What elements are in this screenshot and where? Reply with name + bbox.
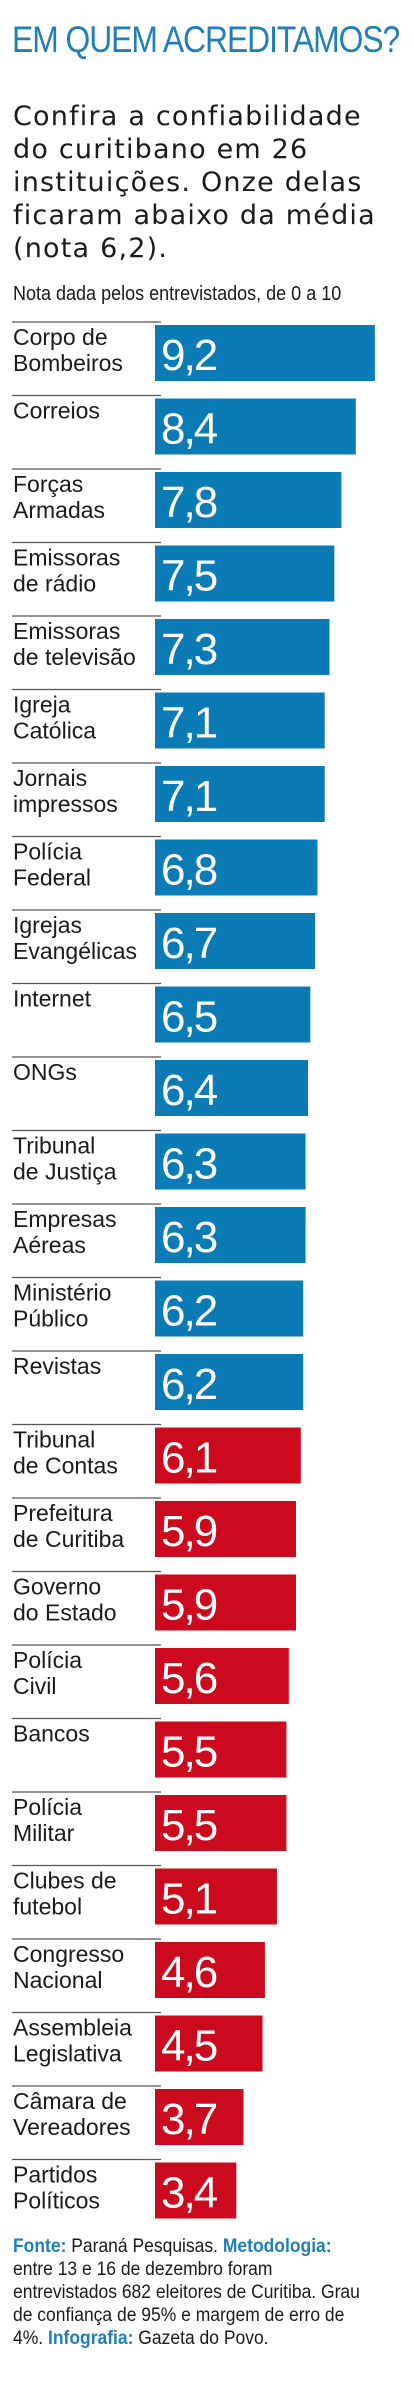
bar-policia-civil <box>155 1648 289 1704</box>
bar-bancos <box>155 1721 287 1778</box>
bar-igreja-catolica <box>155 692 325 749</box>
value-label-tribunal-de-contas: 6,1 <box>161 1434 217 1483</box>
bar-congresso-nacional <box>155 1942 265 1998</box>
bar-tribunal-de-justica <box>155 1133 306 1190</box>
bar-policia-federal <box>155 839 318 896</box>
bar-policia-militar <box>155 1795 287 1851</box>
value-label-ministerio-publico: 6,2 <box>161 1287 217 1336</box>
category-label-forcas-armadas: Forças Armadas <box>13 471 105 523</box>
bar-ongs <box>155 1060 308 1116</box>
bar-assembleia-legislativa <box>155 2015 263 2072</box>
bar-correios <box>155 398 356 455</box>
category-label-revistas: Revistas <box>13 1353 101 1379</box>
category-label-congresso-nacional: Congresso Nacional <box>13 1941 124 1993</box>
category-label-internet: Internet <box>13 986 92 1012</box>
value-label-congresso-nacional: 4,6 <box>161 1948 217 1997</box>
category-label-policia-militar: Polícia Militar <box>13 1794 82 1846</box>
bar-ministerio-publico <box>155 1280 304 1337</box>
bar-empresas-aereas <box>155 1207 306 1263</box>
value-label-ongs: 6,4 <box>161 1066 218 1115</box>
category-label-corpo-de-bombeiros: Corpo de Bombeiros <box>13 324 123 376</box>
value-label-partidos-politicos: 3,4 <box>161 2169 218 2218</box>
category-label-ministerio-publico: Ministério Público <box>13 1280 111 1332</box>
value-label-governo-do-estado: 5,9 <box>161 1581 217 1630</box>
value-label-internet: 6,5 <box>161 993 217 1042</box>
category-label-clubes-de-futebol: Clubes de futebol <box>13 1868 117 1920</box>
category-label-policia-federal: Polícia Federal <box>13 839 91 891</box>
value-label-revistas: 6,2 <box>161 1360 217 1409</box>
category-label-tribunal-de-justica: Tribunal de Justiça <box>13 1133 117 1185</box>
category-label-correios: Correios <box>13 398 100 424</box>
bar-emissoras-de-televisao <box>155 619 330 675</box>
category-label-emissoras-de-televisao: Emissoras de televisão <box>13 618 136 670</box>
category-label-igrejas-evangelicas: Igrejas Evangélicas <box>13 912 137 964</box>
value-label-policia-federal: 6,8 <box>161 846 217 895</box>
value-label-correios: 8,4 <box>161 405 218 454</box>
value-label-policia-civil: 5,6 <box>161 1654 217 1703</box>
value-label-forcas-armadas: 7,8 <box>161 478 217 527</box>
footer-credits: Fonte: Paraná Pesquisas. Metodologia: en… <box>13 2235 374 2350</box>
bar-tribunal-de-contas <box>155 1427 301 1484</box>
bar-emissoras-de-radio <box>155 545 335 602</box>
bar-camara-de-vereadores <box>155 2089 244 2145</box>
source-text: Paraná Pesquisas. <box>66 2236 223 2257</box>
axis-note: Nota dada pelos entrevistados, de 0 a 10 <box>13 283 342 305</box>
chart-subtitle: Confira a confiabilidade do curitibano e… <box>13 101 376 264</box>
category-label-emissoras-de-radio: Emissoras de rádio <box>13 545 120 597</box>
category-label-governo-do-estado: Governo do Estado <box>13 1574 117 1626</box>
value-label-assembleia-legislativa: 4,5 <box>161 2022 217 2071</box>
value-label-bancos: 5,5 <box>161 1728 217 1777</box>
value-label-emissoras-de-radio: 7,5 <box>161 552 217 601</box>
bar-igrejas-evangelicas <box>155 913 316 969</box>
chart-title: EM QUEM ACREDITAMOS? <box>12 19 400 60</box>
value-label-jornais-impressos: 7,1 <box>161 772 217 821</box>
bar-partidos-politicos <box>155 2162 237 2219</box>
infographic-label: Infografia: <box>47 2328 134 2349</box>
bar-forcas-armadas <box>155 472 342 528</box>
value-label-emissoras-de-televisao: 7,3 <box>161 625 217 674</box>
category-label-bancos: Bancos <box>13 1721 90 1747</box>
category-label-partidos-politicos: Partidos Políticos <box>13 2162 100 2214</box>
method-text: entre 13 e 16 de dezembro foram entrevis… <box>13 2259 360 2349</box>
source-label: Fonte: <box>13 2236 67 2257</box>
bar-prefeitura-de-curitiba <box>155 1501 296 1557</box>
category-label-igreja-catolica: Igreja Católica <box>13 692 96 744</box>
value-label-empresas-aereas: 6,3 <box>161 1213 217 1262</box>
bar-internet <box>155 986 311 1043</box>
bar-corpo-de-bombeiros <box>155 325 375 381</box>
bar-clubes-de-futebol <box>155 1868 277 1925</box>
value-label-policia-militar: 5,5 <box>161 1801 217 1850</box>
bar-revistas <box>155 1354 304 1410</box>
value-label-igreja-catolica: 7,1 <box>161 699 217 748</box>
value-label-tribunal-de-justica: 6,3 <box>161 1140 217 1189</box>
category-label-jornais-impressos: Jornais impressos <box>13 765 118 817</box>
value-label-clubes-de-futebol: 5,1 <box>161 1875 217 1924</box>
bar-jornais-impressos <box>155 766 325 822</box>
category-label-empresas-aereas: Empresas Aéreas <box>13 1206 117 1258</box>
category-label-tribunal-de-contas: Tribunal de Contas <box>13 1427 118 1479</box>
category-label-assembleia-legislativa: Assembleia Legislativa <box>13 2015 132 2067</box>
category-label-camara-de-vereadores: Câmara de Vereadores <box>13 2088 131 2140</box>
value-label-camara-de-vereadores: 3,7 <box>161 2095 217 2144</box>
method-label: Metodologia: <box>222 2236 332 2257</box>
category-label-ongs: ONGs <box>13 1059 77 1085</box>
value-label-igrejas-evangelicas: 6,7 <box>161 919 217 968</box>
category-label-prefeitura-de-curitiba: Prefeitura de Curitiba <box>13 1500 124 1552</box>
category-label-policia-civil: Polícia Civil <box>13 1647 82 1699</box>
value-label-corpo-de-bombeiros: 9,2 <box>161 331 217 380</box>
value-label-prefeitura-de-curitiba: 5,9 <box>161 1507 217 1556</box>
infographic-text: Gazeta do Povo. <box>133 2328 269 2349</box>
bar-governo-do-estado <box>155 1574 296 1631</box>
